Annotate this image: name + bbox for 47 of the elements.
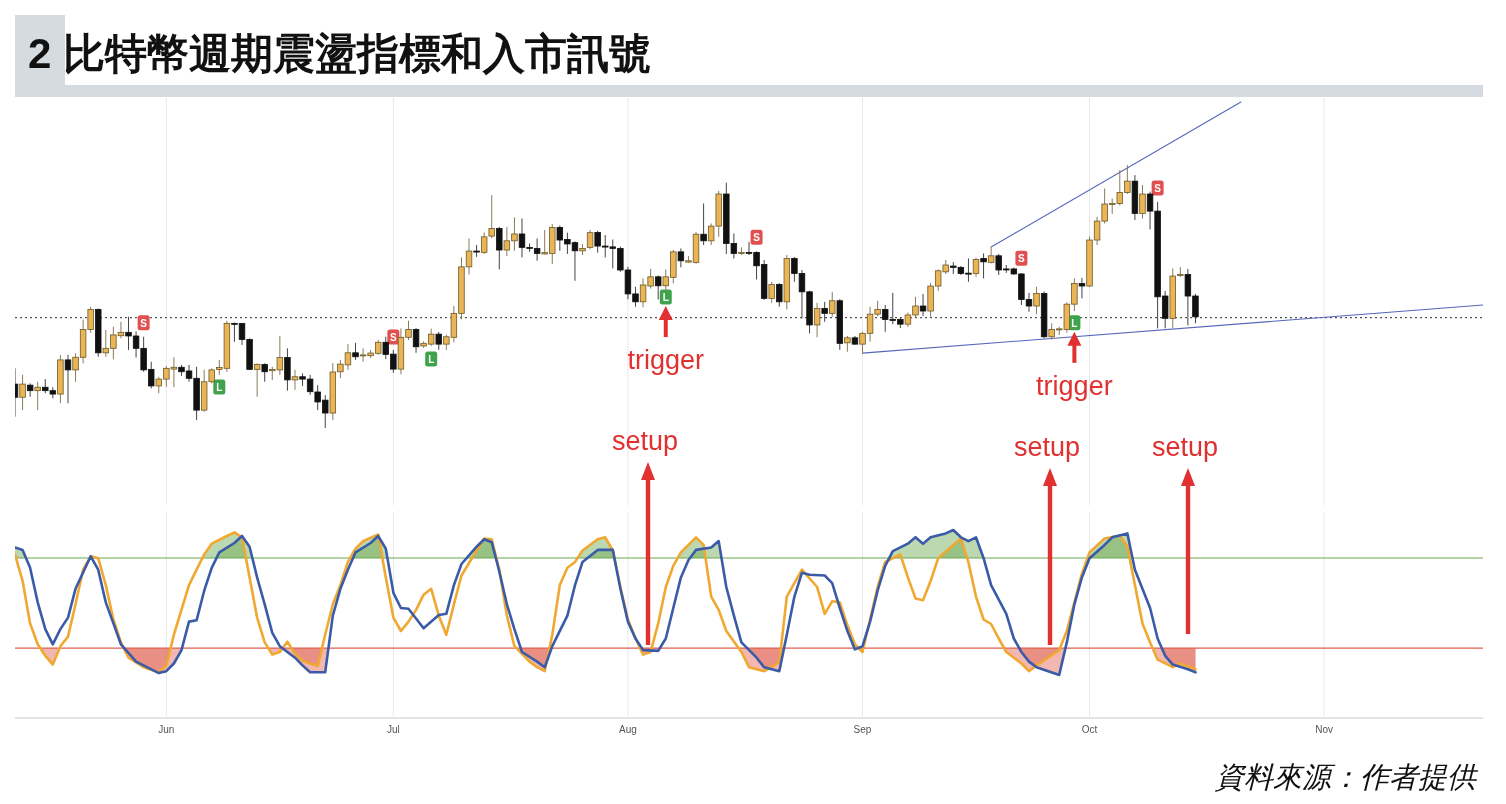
x-tick-label: Oct [1081,724,1098,735]
annotation: trigger [627,345,705,376]
text: S [1154,182,1161,194]
x-tick-label: Sep [853,724,872,735]
candlestick [19,374,26,411]
candlestick [496,226,503,270]
candlestick [776,282,783,308]
candlestick [821,301,828,323]
candlestick [919,293,927,317]
annotation: trigger [1036,370,1113,401]
annotation: setup [611,426,679,456]
x-tick-label: Jun [158,724,175,735]
text: S [1018,253,1025,265]
candlestick [64,354,72,404]
text: L [1071,317,1078,329]
candlestick [34,381,41,411]
candlestick [768,281,775,304]
text: S [753,232,760,244]
series-label: L [216,381,223,393]
candlestick [261,362,268,383]
text: L [662,292,669,304]
candlestick [987,246,995,264]
candlestick [412,327,420,354]
source-note: 資料來源：作者提供 [1215,761,1479,793]
text: S [390,332,397,344]
candlestick [253,362,261,398]
chart-title: 2 比特幣週期震盪指標和入市訊號 [28,30,652,77]
candlestick [972,257,980,278]
candlestick [291,369,299,391]
candlestick [700,202,707,246]
x-tick-label: Aug [619,724,637,735]
x-tick-label: Jul [386,724,400,735]
candlestick [677,247,685,268]
text: L [428,354,435,366]
candlestick [1078,277,1086,299]
candlestick [1139,184,1146,219]
candlestick [1033,286,1040,315]
text: setup [1013,432,1081,462]
candlestick [980,252,987,279]
candlestick [586,229,594,250]
candlestick [284,347,291,392]
x-tick-label: Nov [1315,724,1333,735]
candlestick [26,382,34,398]
text: setup [1151,432,1219,462]
candlestick [829,291,836,318]
candlestick [813,302,821,338]
series-label: S [140,317,148,329]
